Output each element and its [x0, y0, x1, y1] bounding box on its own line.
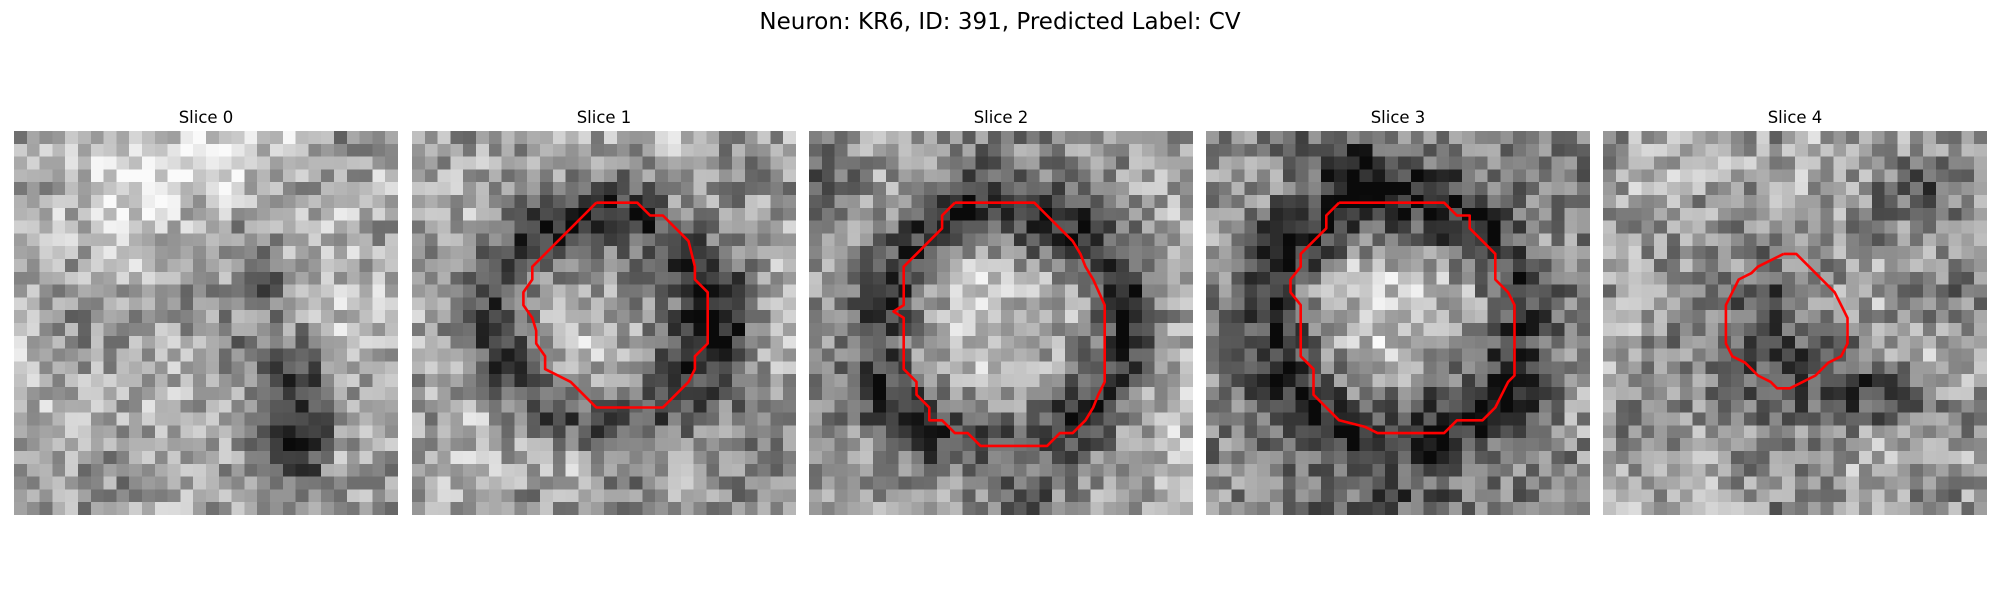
slice-image-2	[809, 131, 1193, 515]
slice-image-4	[1603, 131, 1987, 515]
slice-panel-1: Slice 1	[412, 107, 796, 515]
slice-title: Slice 2	[809, 107, 1193, 131]
slice-title: Slice 1	[412, 107, 796, 131]
figure-title: Neuron: KR6, ID: 391, Predicted Label: C…	[0, 6, 2000, 38]
pixel-grid	[1206, 131, 1590, 515]
slice-title: Slice 3	[1206, 107, 1590, 131]
slice-panel-2: Slice 2	[809, 107, 1193, 515]
slice-panel-0: Slice 0	[14, 107, 398, 515]
slice-title: Slice 0	[14, 107, 398, 131]
slice-panel-4: Slice 4	[1603, 107, 1987, 515]
slice-image-3	[1206, 131, 1590, 515]
pixel-grid	[412, 131, 796, 515]
pixel-grid	[14, 131, 398, 515]
slice-image-0	[14, 131, 398, 515]
slice-image-1	[412, 131, 796, 515]
slice-panel-3: Slice 3	[1206, 107, 1590, 515]
slice-title: Slice 4	[1603, 107, 1987, 131]
pixel-grid	[809, 131, 1193, 515]
pixel-grid	[1603, 131, 1987, 515]
